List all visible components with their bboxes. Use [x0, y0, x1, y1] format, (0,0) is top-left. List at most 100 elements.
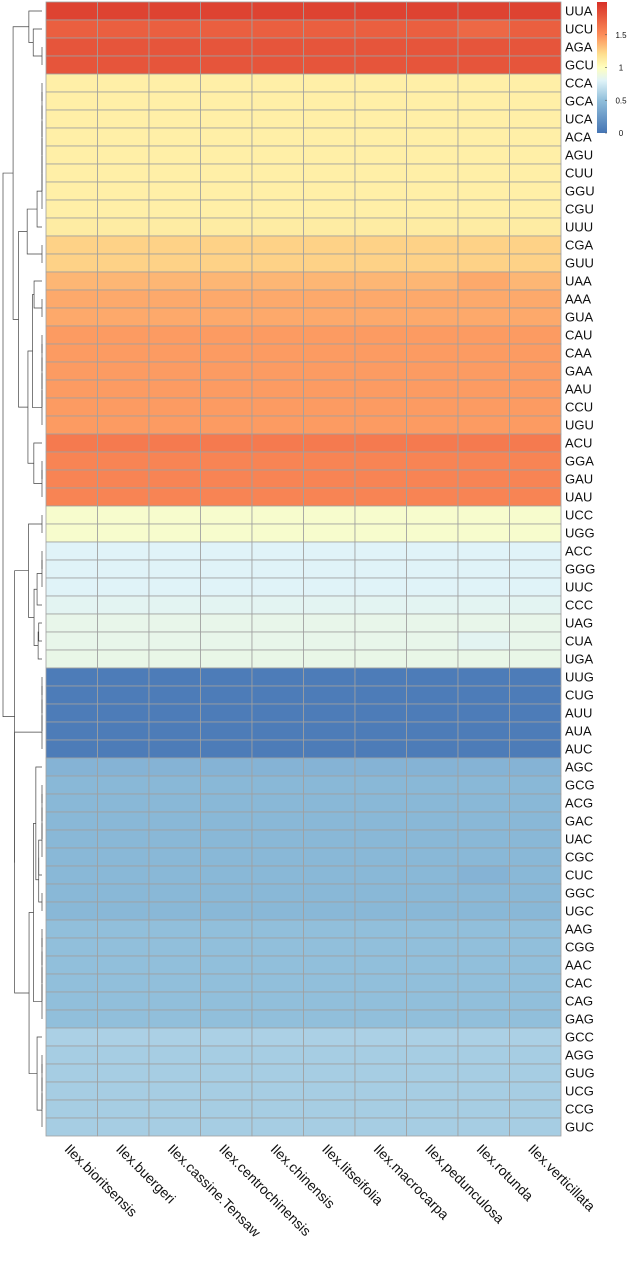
heatmap-cell [509, 667, 562, 687]
heatmap-cell [97, 955, 150, 975]
heatmap-cell [97, 469, 150, 489]
heatmap-cell [303, 145, 356, 165]
heatmap-cell [457, 289, 510, 309]
heatmap-cell [148, 1, 201, 21]
row-label: GUU [565, 256, 594, 271]
heatmap-cell [354, 55, 407, 75]
heatmap-cell [354, 955, 407, 975]
heatmap-cell [97, 775, 150, 795]
heatmap-cell [354, 865, 407, 885]
dendrogram-branch [28, 523, 42, 618]
row-label: CGG [565, 940, 595, 955]
heatmap-cell [148, 757, 201, 777]
heatmap-cell [45, 937, 98, 957]
heatmap-cell [303, 721, 356, 741]
heatmap-cell [97, 1027, 150, 1047]
heatmap-cell [97, 1081, 150, 1101]
heatmap-cell [509, 469, 562, 489]
dendrogram-branch [26, 208, 42, 255]
heatmap-cell [354, 829, 407, 849]
heatmap-cell [406, 667, 459, 687]
heatmap-cell [97, 631, 150, 651]
heatmap-cell [406, 271, 459, 291]
heatmap-cell [148, 73, 201, 93]
heatmap-cell [406, 127, 459, 147]
heatmap-cell [148, 325, 201, 345]
row-label: UCC [565, 508, 593, 523]
row-label: GUC [565, 1120, 594, 1135]
heatmap-cell [303, 739, 356, 759]
heatmap-cell [303, 811, 356, 831]
heatmap-cell [200, 1, 253, 21]
heatmap-cell [509, 793, 562, 813]
heatmap-cell [354, 775, 407, 795]
heatmap-cell [509, 685, 562, 705]
row-label: GUG [565, 1066, 595, 1081]
row-label: AUU [565, 706, 592, 721]
heatmap-cell [200, 235, 253, 255]
heatmap-cell [354, 937, 407, 957]
heatmap-cell [45, 73, 98, 93]
heatmap-cell [45, 1099, 98, 1119]
row-label: CUC [565, 868, 593, 883]
heatmap-cell [457, 487, 510, 507]
color-legend: 0 0.5 1 1.5 [597, 2, 627, 138]
heatmap-cell [406, 415, 459, 435]
heatmap-cell [406, 1009, 459, 1029]
heatmap-cell [457, 379, 510, 399]
heatmap-cell [251, 757, 304, 777]
heatmap-cell [45, 1045, 98, 1065]
heatmap-cell [509, 847, 562, 867]
heatmap-cell [457, 991, 510, 1011]
heatmap-cell [97, 973, 150, 993]
heatmap-cell [148, 901, 201, 921]
row-label: AAA [565, 292, 591, 307]
heatmap-cell [97, 595, 150, 615]
column-label: Ilex.cassine.Tensaw [165, 1141, 265, 1241]
heatmap-cell [303, 163, 356, 183]
heatmap-cell [509, 433, 562, 453]
row-label: AUA [565, 724, 592, 739]
heatmap-cell [406, 757, 459, 777]
heatmap-cell [97, 145, 150, 165]
heatmap-cell [457, 1099, 510, 1119]
row-label: GGG [565, 562, 595, 577]
heatmap-cell [148, 343, 201, 363]
heatmap-cell [148, 721, 201, 741]
heatmap-cell [406, 1045, 459, 1065]
heatmap-cell [354, 919, 407, 939]
heatmap-cell [148, 541, 201, 561]
heatmap-cell [97, 307, 150, 327]
row-label: AGC [565, 760, 593, 775]
heatmap-cell [457, 649, 510, 669]
heatmap-cell [97, 433, 150, 453]
heatmap-cell [406, 1081, 459, 1101]
heatmap-cell [406, 577, 459, 597]
heatmap-cell [200, 541, 253, 561]
heatmap-cell [406, 145, 459, 165]
heatmap-cell [354, 1, 407, 21]
heatmap-cell [45, 343, 98, 363]
heatmap-cell [200, 19, 253, 39]
heatmap-cell [354, 217, 407, 237]
heatmap-cell [354, 199, 407, 219]
row-label: UAG [565, 616, 593, 631]
heatmap-cell [97, 487, 150, 507]
heatmap-cell [354, 613, 407, 633]
heatmap-cell [97, 361, 150, 381]
heatmap-cell [251, 1081, 304, 1101]
heatmap-cell [148, 811, 201, 831]
heatmap-cell [303, 613, 356, 633]
heatmap-cell [354, 487, 407, 507]
row-label: CUA [565, 634, 593, 649]
heatmap-cell [200, 793, 253, 813]
heatmap-cell [45, 1027, 98, 1047]
heatmap-cell [251, 163, 304, 183]
heatmap-cell [251, 649, 304, 669]
heatmap-cell [406, 865, 459, 885]
heatmap-cell [97, 505, 150, 525]
heatmap-cell [251, 271, 304, 291]
row-label: CCA [565, 76, 593, 91]
heatmap-cell [200, 289, 253, 309]
heatmap-cell [457, 955, 510, 975]
